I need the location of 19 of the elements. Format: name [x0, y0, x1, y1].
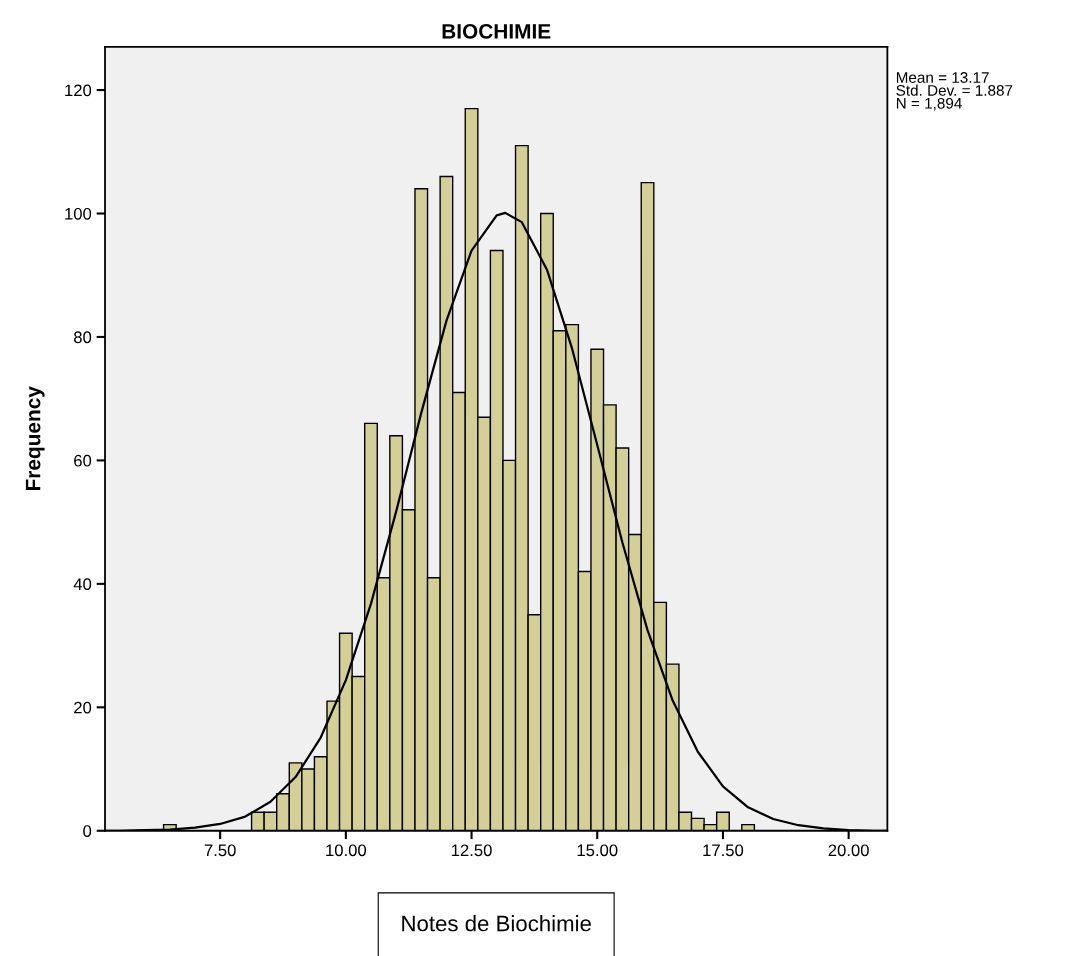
y-tick-label: 40: [73, 578, 92, 591]
y-tick-label: 0: [83, 825, 92, 837]
text: N = 1,894: [896, 97, 962, 111]
y-tick-label: 60: [74, 454, 92, 467]
x-tick-label: 10.00: [326, 844, 367, 857]
x-tick-label: 20.00: [828, 844, 869, 857]
chart-title: BIOCHIMIE: [442, 23, 551, 39]
x-tick-label: 12.50: [451, 844, 492, 857]
y-tick-label: 80: [74, 331, 92, 344]
x-axis-title: Notes de Biochimie: [402, 915, 591, 932]
text: Mean = 13.17: [896, 72, 989, 83]
x-tick-label: 7.50: [204, 844, 236, 857]
y-tick-label: 100: [65, 207, 92, 220]
x-tick-label: 15.00: [577, 844, 618, 857]
y-tick-label: 20: [74, 701, 92, 714]
y-tick-label: 120: [65, 84, 92, 97]
x-tick-label: 17.50: [703, 844, 744, 857]
text: Std. Dev. = 1.887: [896, 84, 1013, 96]
y-axis-title: Frequency: [25, 386, 45, 491]
